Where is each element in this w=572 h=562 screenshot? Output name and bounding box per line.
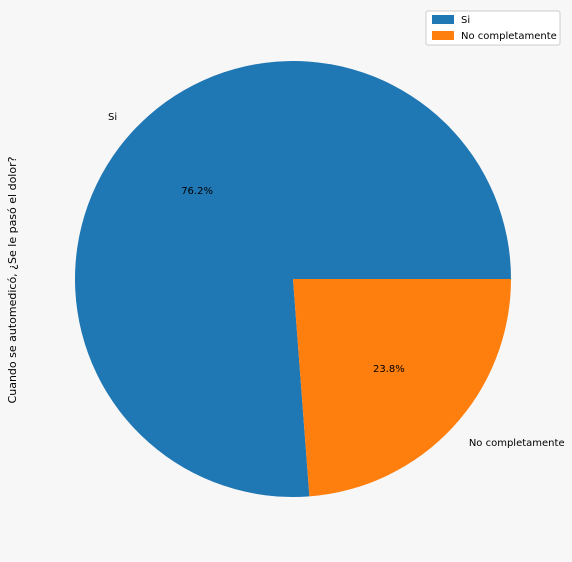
y-axis-label: Cuando se automedicó, ¿Se le pasó el dol… [6,156,19,403]
legend: Si No completamente [425,10,561,46]
slices-layer [74,60,512,497]
slice-label-si: Si [108,112,117,123]
legend-label-no-completamente: No completamente [461,31,557,42]
legend-swatch-si [432,15,454,24]
labels-layer: Si 76.2% No completamente 23.8% [108,112,565,449]
legend-box [425,10,561,46]
legend-swatch-no-completamente [432,31,454,40]
legend-label-si: Si [461,15,470,26]
slice-label-no-completamente: No completamente [469,438,565,449]
pie-slice-no-completamente [293,279,511,497]
slice-percent-si: 76.2% [181,186,213,197]
slice-percent-no-completamente: 23.8% [373,364,405,375]
